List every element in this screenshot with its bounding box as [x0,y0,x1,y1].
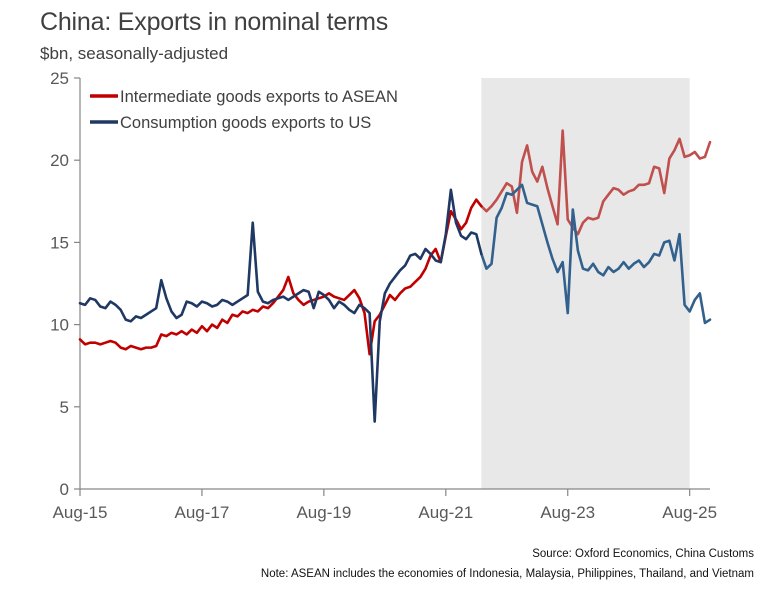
page-title: China: Exports in nominal terms [40,8,389,36]
svg-text:Aug-19: Aug-19 [296,503,351,522]
svg-text:Aug-21: Aug-21 [418,503,473,522]
data-series [78,129,712,423]
chart-axes [79,78,710,490]
svg-text:Intermediate goods exports to: Intermediate goods exports to ASEAN [120,88,398,106]
svg-text:25: 25 [50,69,69,88]
svg-text:Aug-15: Aug-15 [53,503,108,522]
x-axis-ticks: Aug-15 Aug-17 Aug-19 Aug-21 Aug-23 Aug-25 [53,489,717,522]
y-axis-ticks: 0 5 10 15 20 25 [50,69,80,499]
svg-text:15: 15 [50,233,69,252]
svg-text:0: 0 [60,480,69,499]
forecast-shading [481,78,690,489]
svg-text:Aug-25: Aug-25 [662,503,717,522]
svg-text:Consumption goods exports to U: Consumption goods exports to US [120,114,371,132]
svg-text:5: 5 [60,398,69,417]
chart-legend: Intermediate goods exports to ASEAN Consu… [90,88,398,132]
svg-text:10: 10 [50,316,69,335]
svg-text:20: 20 [50,151,69,170]
note-text: Note: ASEAN includes the economies of In… [260,568,754,580]
source-text: Source: Oxford Economics, China Customs [532,548,754,560]
svg-text:Aug-23: Aug-23 [540,503,595,522]
chart-subtitle: $bn, seasonally-adjusted [40,44,229,63]
svg-text:Aug-17: Aug-17 [175,503,230,522]
